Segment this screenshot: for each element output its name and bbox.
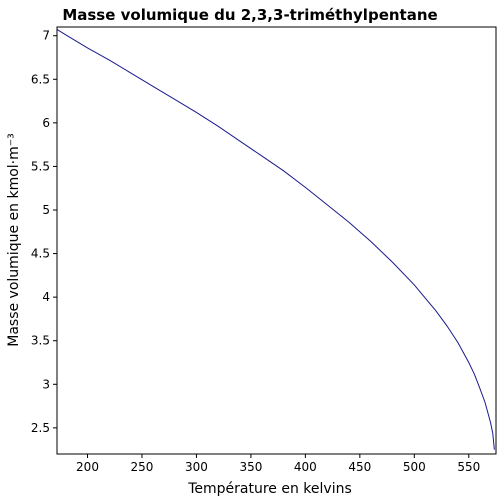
y-tick-label: 5.5 bbox=[31, 159, 50, 173]
x-tick-label: 550 bbox=[457, 460, 480, 474]
y-tick-label: 5 bbox=[42, 203, 50, 217]
x-tick-label: 500 bbox=[403, 460, 426, 474]
chart-title: Masse volumique du 2,3,3-triméthylpentan… bbox=[62, 6, 437, 24]
plot-frame bbox=[56, 26, 497, 455]
y-tick-label: 6 bbox=[42, 116, 50, 130]
y-tick-label: 3 bbox=[42, 377, 50, 391]
x-tick-label: 350 bbox=[239, 460, 262, 474]
plot-area: 200 250 300 350 400 450 500 550 2.5 3 3.5 4 4.5 5 5.5… bbox=[31, 26, 497, 474]
x-tick-label: 450 bbox=[348, 460, 371, 474]
x-axis-ticks: 200 250 300 350 400 450 500 550 bbox=[76, 454, 480, 474]
x-tick-label: 250 bbox=[131, 460, 154, 474]
y-tick-label: 4 bbox=[42, 290, 50, 304]
x-axis-label: Température en kelvins bbox=[187, 481, 352, 497]
x-tick-label: 400 bbox=[294, 460, 317, 474]
y-axis-label: Masse volumique en kmol·m⁻³ bbox=[6, 133, 22, 347]
x-tick-label: 200 bbox=[76, 460, 99, 474]
y-tick-label: 2.5 bbox=[31, 421, 50, 435]
y-tick-label: 3.5 bbox=[31, 334, 50, 348]
density-curve bbox=[56, 29, 495, 450]
x-tick-label: 300 bbox=[185, 460, 208, 474]
y-tick-label: 6.5 bbox=[31, 72, 50, 86]
y-axis-ticks: 2.5 3 3.5 4 4.5 5 5.5 6 6.5 7 bbox=[31, 29, 57, 435]
y-tick-label: 4.5 bbox=[31, 247, 50, 261]
y-tick-label: 7 bbox=[42, 29, 50, 43]
